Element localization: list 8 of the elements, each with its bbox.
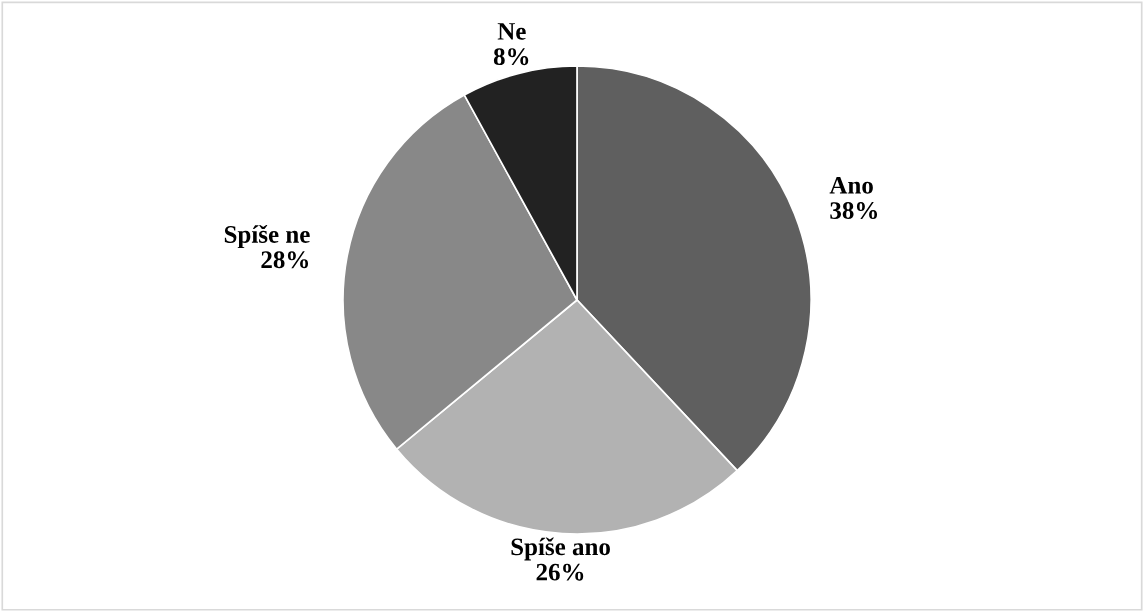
slice-label: Ano [829,176,873,194]
data-label: 38% [830,202,878,220]
data-label: 8% [493,48,529,66]
slice-label: Ne [497,23,526,40]
slice-label: Spíše ne [224,225,310,248]
slice-label: Spíše ano [511,537,610,561]
data-label: 26% [536,563,584,581]
data-label: 28% [261,251,309,269]
